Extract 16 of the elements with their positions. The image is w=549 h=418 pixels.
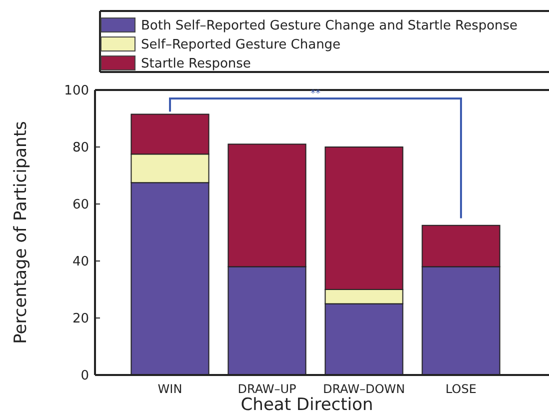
x-tick-label: WIN	[158, 382, 182, 396]
y-tick-label: 80	[72, 140, 89, 156]
x-tick-label: LOSE	[446, 382, 476, 396]
y-tick-label: 40	[72, 254, 89, 270]
y-axis-title: Percentage of Participants	[11, 121, 31, 344]
x-axis-title: Cheat Direction	[240, 395, 374, 415]
x-tick-label: DRAW–DOWN	[322, 382, 406, 396]
y-tick-label: 100	[64, 84, 89, 99]
legend-label: Self–Reported Gesture Change	[141, 38, 341, 53]
legend-label: Both Self–Reported Gesture Change and Startle Response	[141, 18, 518, 34]
y-tick-label: 60	[72, 198, 89, 213]
x-tick-label: DRAW–UP	[238, 382, 296, 396]
annotation: **	[310, 88, 320, 100]
legend-label: Startle Response	[141, 56, 251, 72]
y-tick-label: 0	[80, 368, 89, 384]
y-tick-label: 20	[72, 312, 89, 327]
